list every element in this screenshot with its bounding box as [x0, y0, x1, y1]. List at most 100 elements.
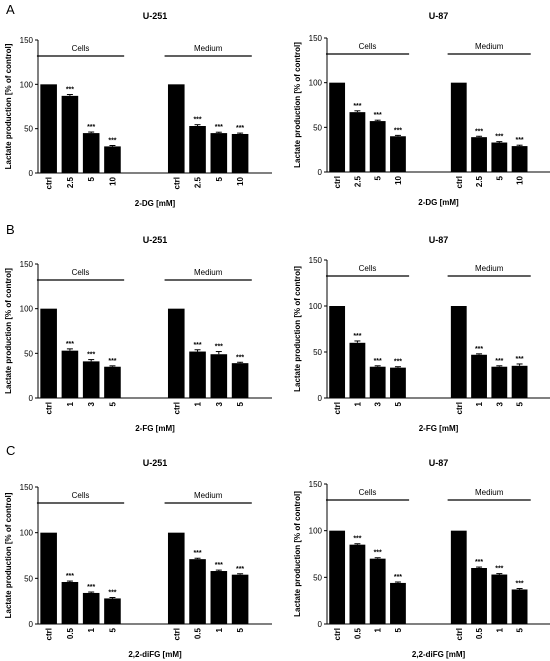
significance-label: ***: [495, 134, 503, 141]
bar: [104, 146, 121, 173]
x-tick-label: 5: [236, 401, 245, 406]
x-tick-label: 5: [108, 401, 117, 406]
x-tick-label: 1: [215, 627, 224, 632]
x-tick-label: ctrl: [333, 176, 342, 188]
x-tick-label: 3: [374, 401, 383, 406]
chart-title: U-251: [143, 11, 168, 21]
bar: [329, 82, 346, 172]
significance-label: ***: [515, 137, 523, 144]
bar: [231, 133, 249, 173]
x-tick-label: ctrl: [45, 177, 54, 189]
group-label-medium: Medium: [475, 264, 504, 273]
chart-panel-6: U-87 0 50 100 150 Lactate production [% of co…: [293, 458, 550, 659]
y-axis-label: Lactate production [% of control]: [293, 491, 302, 617]
y-axis-label: Lactate production [% of control]: [4, 43, 13, 169]
bar: [491, 366, 508, 398]
y-tick-label: 150: [309, 256, 323, 265]
x-tick-label: 3: [215, 401, 224, 406]
x-axis-label: 2-DG [mM]: [418, 198, 459, 207]
panel-letter-a: A: [6, 2, 15, 17]
bar: [369, 558, 386, 624]
y-tick-label: 50: [313, 123, 322, 132]
x-tick-label: 5: [108, 627, 117, 632]
y-tick-label: 0: [29, 169, 34, 178]
group-label-cells: Cells: [72, 268, 90, 277]
x-tick-label: ctrl: [172, 177, 181, 189]
y-tick-label: 0: [318, 394, 323, 403]
y-tick-label: 100: [20, 305, 34, 314]
bar: [167, 308, 185, 398]
bar: [167, 532, 185, 624]
x-tick-label: 10: [516, 175, 525, 184]
x-tick-label: 2.5: [353, 175, 362, 187]
significance-label: ***: [353, 536, 361, 543]
y-axis-label: Lactate production [% of control]: [4, 268, 13, 394]
bar: [471, 354, 487, 398]
y-tick-label: 100: [20, 529, 34, 538]
bar: [450, 306, 467, 398]
group-label-cells: Cells: [359, 264, 377, 273]
group-label-medium: Medium: [475, 488, 504, 497]
bar: [40, 532, 57, 624]
significance-label: ***: [66, 87, 74, 94]
bar: [369, 121, 386, 172]
x-tick-label: 0.5: [194, 627, 203, 639]
x-tick-label: 0.5: [66, 627, 75, 639]
y-tick-label: 0: [29, 394, 34, 403]
chart-panel-1: U-251 0 50 100 150 Lactate production [% of c…: [4, 11, 272, 208]
x-tick-label: 1: [87, 627, 96, 632]
x-tick-label: 5: [236, 627, 245, 632]
y-axis-label: Lactate production [% of control]: [293, 42, 302, 168]
bar: [491, 574, 508, 624]
x-tick-label: ctrl: [333, 628, 342, 640]
bar: [231, 574, 249, 624]
group-label-medium: Medium: [194, 44, 223, 53]
x-tick-label: ctrl: [333, 402, 342, 414]
bar: [450, 530, 467, 624]
bar: [390, 136, 406, 172]
significance-label: ***: [394, 359, 402, 366]
panel-letter-c: C: [6, 443, 16, 458]
y-axis-label: Lactate production [% of control]: [293, 266, 302, 392]
bar: [369, 366, 386, 398]
bar: [167, 84, 185, 173]
significance-label: ***: [215, 344, 223, 351]
x-tick-label: ctrl: [455, 628, 464, 640]
significance-label: ***: [495, 566, 503, 573]
x-tick-label: ctrl: [45, 402, 54, 414]
bar: [471, 137, 487, 172]
significance-label: ***: [236, 566, 244, 573]
y-tick-label: 100: [309, 527, 323, 536]
bar: [349, 544, 366, 624]
y-tick-label: 100: [20, 80, 34, 89]
y-tick-label: 0: [318, 168, 323, 177]
bar: [450, 82, 467, 172]
x-tick-label: 5: [374, 175, 383, 180]
bar: [40, 84, 57, 173]
x-tick-label: ctrl: [455, 402, 464, 414]
bar: [189, 559, 206, 624]
x-axis-label: 2-DG [mM]: [135, 199, 176, 208]
bar: [511, 589, 528, 624]
y-tick-label: 50: [313, 573, 322, 582]
chart-title: U-251: [143, 458, 168, 468]
chart-title: U-87: [429, 235, 449, 245]
significance-label: ***: [193, 342, 201, 349]
bar: [104, 598, 121, 624]
bar: [82, 133, 100, 173]
y-tick-label: 100: [309, 79, 323, 88]
bar: [61, 95, 79, 173]
y-tick-label: 50: [24, 574, 33, 583]
chart-title: U-87: [429, 458, 449, 468]
significance-label: ***: [236, 354, 244, 361]
significance-label: ***: [394, 127, 402, 134]
x-tick-label: 1: [66, 401, 75, 406]
y-tick-label: 150: [20, 260, 34, 269]
group-label-cells: Cells: [359, 488, 377, 497]
chart-panel-5: U-251 0 50 100 150 Lactate production [% of c…: [4, 458, 272, 659]
x-tick-label: 3: [87, 401, 96, 406]
x-tick-label: ctrl: [172, 628, 181, 640]
significance-label: ***: [87, 584, 95, 591]
x-tick-label: 2.5: [194, 176, 203, 188]
group-label-medium: Medium: [475, 42, 504, 51]
